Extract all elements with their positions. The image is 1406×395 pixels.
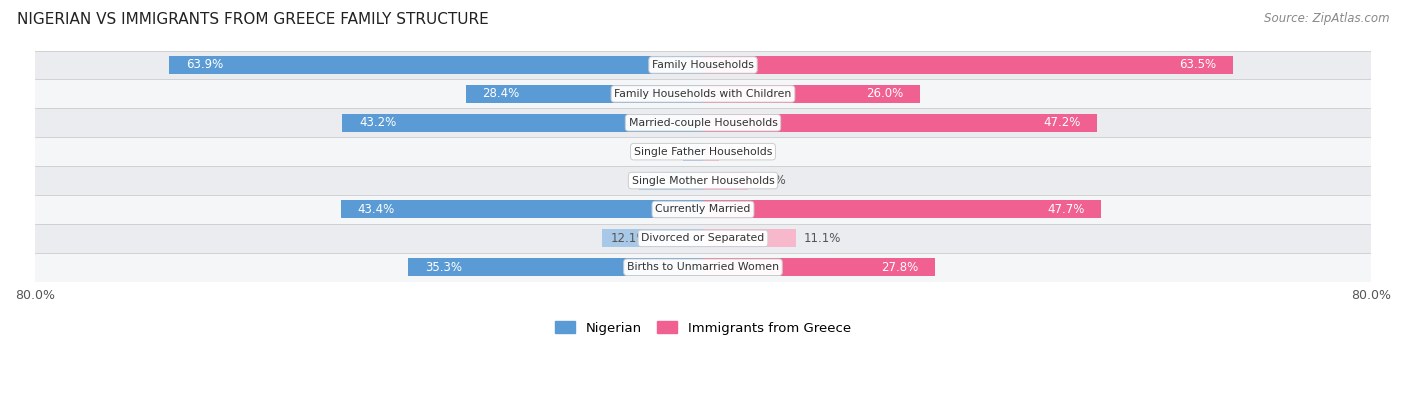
Bar (638, 171, 703, 190)
Text: 26.0%: 26.0% (866, 87, 904, 100)
Bar (35, 108, 1371, 137)
Bar (35, 224, 1371, 253)
Text: 47.2%: 47.2% (1043, 116, 1080, 129)
Bar (35, 51, 1371, 79)
Bar (703, 229, 796, 247)
Text: 7.7%: 7.7% (647, 174, 676, 187)
Text: 43.4%: 43.4% (357, 203, 395, 216)
Bar (465, 85, 703, 103)
Text: NIGERIAN VS IMMIGRANTS FROM GREECE FAMILY STRUCTURE: NIGERIAN VS IMMIGRANTS FROM GREECE FAMIL… (17, 12, 489, 27)
Bar (35, 195, 1371, 224)
Text: Single Father Households: Single Father Households (634, 147, 772, 157)
Bar (602, 229, 703, 247)
Bar (703, 143, 718, 161)
Bar (408, 258, 703, 276)
Text: 63.5%: 63.5% (1180, 58, 1216, 71)
Text: 27.8%: 27.8% (882, 261, 918, 274)
Bar (703, 258, 935, 276)
Text: 35.3%: 35.3% (425, 261, 463, 274)
Legend: Nigerian, Immigrants from Greece: Nigerian, Immigrants from Greece (550, 316, 856, 340)
Bar (35, 79, 1371, 108)
Text: Family Households with Children: Family Households with Children (614, 89, 792, 99)
Bar (35, 137, 1371, 166)
Text: 11.1%: 11.1% (804, 232, 841, 245)
Bar (703, 56, 1233, 74)
Text: 2.4%: 2.4% (692, 145, 721, 158)
Text: Divorced or Separated: Divorced or Separated (641, 233, 765, 243)
Bar (35, 253, 1371, 282)
Bar (340, 201, 703, 218)
Text: Single Mother Households: Single Mother Households (631, 175, 775, 186)
Bar (703, 85, 920, 103)
Text: Married-couple Households: Married-couple Households (628, 118, 778, 128)
Text: Family Households: Family Households (652, 60, 754, 70)
Text: Births to Unmarried Women: Births to Unmarried Women (627, 262, 779, 272)
Text: Currently Married: Currently Married (655, 205, 751, 214)
Text: 1.9%: 1.9% (727, 145, 756, 158)
Bar (703, 201, 1101, 218)
Bar (35, 166, 1371, 195)
Bar (683, 143, 703, 161)
Text: 5.4%: 5.4% (756, 174, 786, 187)
Text: 63.9%: 63.9% (186, 58, 224, 71)
Bar (703, 114, 1097, 132)
Bar (170, 56, 703, 74)
Text: 47.7%: 47.7% (1047, 203, 1084, 216)
Bar (342, 114, 703, 132)
Bar (703, 171, 748, 190)
Text: Source: ZipAtlas.com: Source: ZipAtlas.com (1264, 12, 1389, 25)
Text: 12.1%: 12.1% (610, 232, 648, 245)
Text: 43.2%: 43.2% (359, 116, 396, 129)
Text: 28.4%: 28.4% (482, 87, 520, 100)
